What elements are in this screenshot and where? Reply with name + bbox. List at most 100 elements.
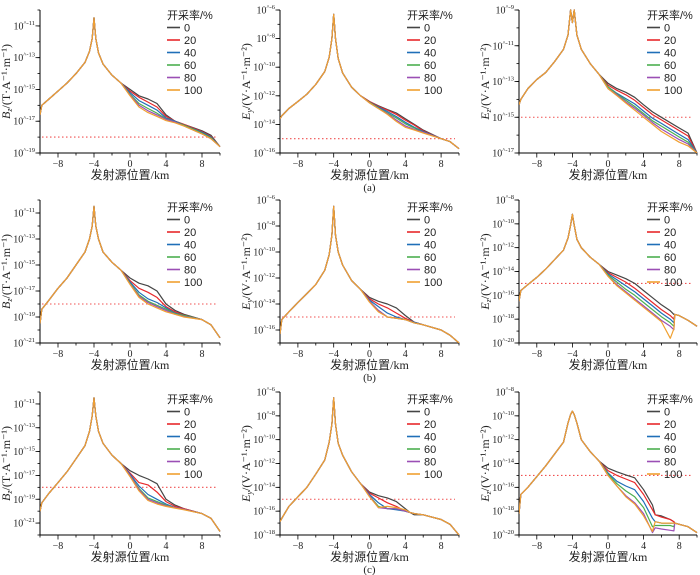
y-tick-base: 10 <box>257 222 267 233</box>
y-tick-label: 10^-16 <box>492 481 514 494</box>
y-tick-label: 10^-9 <box>496 4 514 17</box>
y-tick-label: 10^-13 <box>13 233 35 246</box>
y-tick-exponent: ^-16 <box>502 481 514 488</box>
x-tick-label: −8 <box>293 541 304 552</box>
y-label-symbol: B <box>0 301 13 309</box>
y-tick-label: 10^-14 <box>492 458 514 471</box>
legend-label-40: 40 <box>424 48 436 60</box>
y-tick-base: 10 <box>492 411 502 422</box>
y-tick-exponent: ^-14 <box>263 298 275 305</box>
legend-title: 开采率/% <box>407 8 453 22</box>
legend-label-40: 40 <box>664 240 676 252</box>
y-tick-exponent: ^-8 <box>267 410 275 417</box>
y-tick-label: 10^-8 <box>496 194 514 207</box>
y-tick-label: 10^-16 <box>253 147 275 160</box>
row-caption: (c) <box>363 564 376 575</box>
y-tick-label: 10^-8 <box>496 386 514 399</box>
legend-title: 开采率/% <box>647 8 693 22</box>
y-label-subscript: y <box>245 491 254 496</box>
x-tick-label: 4 <box>641 541 646 552</box>
x-tick-label: 4 <box>164 541 169 552</box>
y-tick-label: 10^-15 <box>492 111 514 124</box>
y-tick-label: 10^-10 <box>253 61 275 74</box>
y-tick-label: 10^-8 <box>257 410 275 423</box>
y-tick-label: 10^-18 <box>492 313 514 326</box>
series-line-100 <box>40 397 221 532</box>
x-tick-label: 0 <box>128 349 133 360</box>
legend-label-60: 60 <box>664 444 676 456</box>
y-tick-exponent: ^-15 <box>23 83 35 90</box>
y-tick-label: 10^-12 <box>492 242 514 255</box>
x-tick-label: 8 <box>200 349 205 360</box>
y-axis-label: Ey/(V·A⁻¹·m⁻²) <box>239 425 254 503</box>
y-tick-label: 10^-21 <box>13 517 35 530</box>
legend-label-100: 100 <box>424 277 442 289</box>
y-tick-base: 10 <box>496 388 506 399</box>
series-line-100 <box>280 205 460 343</box>
y-tick-base: 10 <box>496 6 506 17</box>
y-tick-label: 10^-16 <box>492 289 514 302</box>
y-label-unit: /(V·A⁻¹·m⁻²) <box>478 233 492 299</box>
y-tick-exponent: ^-10 <box>502 218 514 225</box>
legend-label-20: 20 <box>184 227 196 239</box>
y-tick-exponent: ^-12 <box>263 458 275 465</box>
series-line-100 <box>280 397 460 535</box>
y-tick-base: 10 <box>257 34 267 45</box>
chart-panel-c-2: 10^-610^-810^-1010^-1210^-1410^-1610^-18… <box>239 386 460 575</box>
y-tick-base: 10 <box>253 274 263 285</box>
legend-label-0: 0 <box>424 407 430 419</box>
legend-label-20: 20 <box>664 227 676 239</box>
y-axis-label: Ey/(V·A⁻¹·m⁻²) <box>239 43 254 121</box>
x-tick-label: −8 <box>531 159 542 170</box>
y-tick-exponent: ^-11 <box>24 207 35 214</box>
y-tick-exponent: ^-20 <box>502 529 514 536</box>
y-tick-base: 10 <box>253 483 263 494</box>
y-tick-base: 10 <box>492 243 502 254</box>
y-tick-base: 10 <box>253 63 263 74</box>
legend-label-100: 100 <box>424 469 442 481</box>
y-tick-base: 10 <box>13 495 23 506</box>
row-caption: (a) <box>363 182 376 194</box>
y-tick-base: 10 <box>13 339 23 350</box>
x-tick-label: 0 <box>606 541 611 552</box>
legend-title: 开采率/% <box>167 392 213 406</box>
legend-label-0: 0 <box>184 215 190 227</box>
legend-label-100: 100 <box>664 469 682 481</box>
x-tick-label: 4 <box>403 159 408 170</box>
y-tick-exponent: ^-11 <box>503 40 514 47</box>
x-axis-label: 发射源位置/km <box>91 549 170 564</box>
legend-label-20: 20 <box>424 227 436 239</box>
legend-label-0: 0 <box>664 23 670 35</box>
y-label-unit: /(T·A⁻¹·m⁻¹) <box>0 234 13 299</box>
y-tick-exponent: ^-12 <box>263 90 275 97</box>
y-tick-exponent: ^-10 <box>502 410 514 417</box>
legend-label-80: 80 <box>664 73 676 85</box>
y-tick-base: 10 <box>492 531 502 542</box>
x-tick-label: −4 <box>89 541 100 552</box>
y-tick-label: 10^-14 <box>253 298 275 311</box>
y-tick-exponent: ^-16 <box>263 324 275 331</box>
legend-label-0: 0 <box>424 215 430 227</box>
y-tick-label: 10^-11 <box>14 207 35 220</box>
y-label-unit: /(V·A⁻¹·m⁻²) <box>478 43 492 109</box>
y-tick-label: 10^-21 <box>13 337 35 350</box>
x-tick-label: 8 <box>677 349 682 360</box>
y-axis-label: Ez/(V·A⁻¹·m⁻²) <box>478 233 493 310</box>
x-tick-label: −8 <box>293 349 304 360</box>
x-tick-label: 0 <box>367 159 372 170</box>
y-axis-label: Bz/(T·A⁻¹·m⁻¹) <box>0 44 14 119</box>
legend-label-0: 0 <box>424 23 430 35</box>
legend-label-40: 40 <box>424 432 436 444</box>
y-tick-base: 10 <box>257 6 267 17</box>
y-tick-exponent: ^-19 <box>23 311 35 318</box>
y-tick-exponent: ^-17 <box>23 285 35 292</box>
legend-label-60: 60 <box>184 252 196 264</box>
x-tick-label: 4 <box>403 541 408 552</box>
y-label-symbol: E <box>239 112 253 121</box>
row-caption: (b) <box>363 372 376 384</box>
y-tick-base: 10 <box>257 196 267 207</box>
legend-title: 开采率/% <box>407 200 453 214</box>
